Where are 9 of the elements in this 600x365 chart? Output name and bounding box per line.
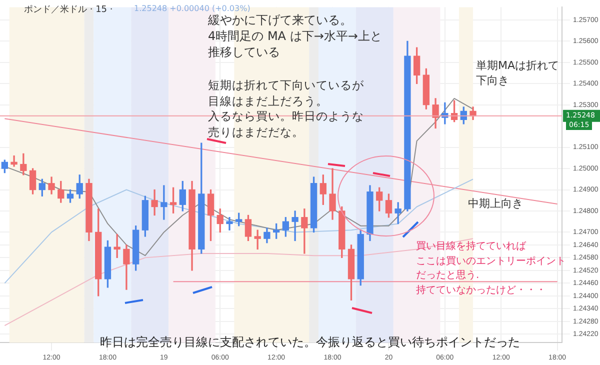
annotation: 単期MAは折れて下向き [476,58,560,88]
annotation: 中期上向き [468,196,523,211]
annotation: 昨日は完全売り目線に支配されていた。今振り返ると買い待ちポイントだった [100,334,520,350]
chart-subtitle: 1.25248 +0.00040 (+0.03%) [134,4,250,13]
annotation: 緩やかに下げて来ている。4時間足の MA は下→水平→上と推移している [208,12,382,60]
annotation: 短期は折れて下向いているが目線はまだ上だろう。入るなら買い。昨日のような売りはまだだな。 [208,78,364,140]
chart-title: ポンド／米ドル · 15 · [24,4,113,16]
annotation: 買い目線を持てていればここは買いのエントリーポイントだったと思う. [416,240,566,283]
annotation: 持てていなかったけど・・・ [416,284,546,298]
